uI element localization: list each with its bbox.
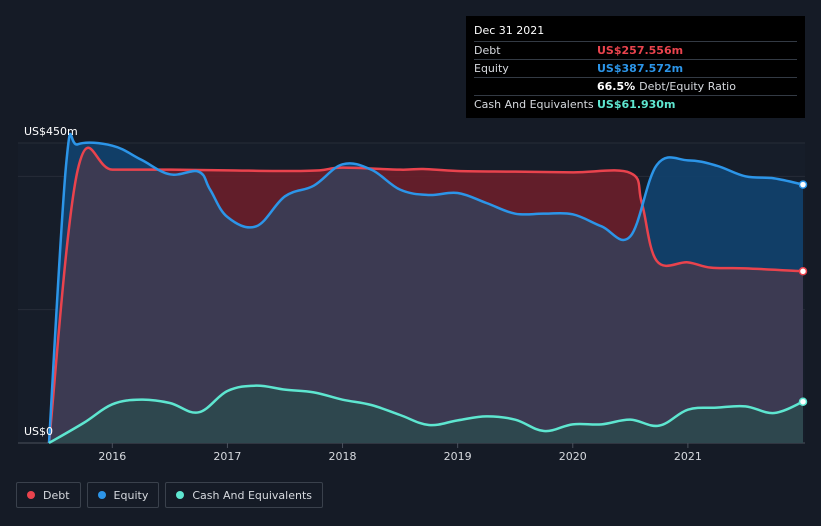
tooltip-value: 66.5% <box>597 80 636 93</box>
tooltip-row-debt: Debt US$257.556m <box>474 41 797 59</box>
y-axis-top-label: US$450m <box>24 125 78 138</box>
equity-end-marker[interactable] <box>798 180 808 189</box>
x-tick-label: 2018 <box>329 450 357 463</box>
legend-item-equity[interactable]: Equity <box>86 482 160 508</box>
x-tick-label: 2019 <box>444 450 472 463</box>
data-tooltip: Dec 31 2021 Debt US$257.556m Equity US$3… <box>466 16 805 118</box>
tooltip-label: Equity <box>474 62 509 75</box>
tooltip-label: Cash And Equivalents <box>474 98 594 111</box>
tooltip-row-cash: Cash And Equivalents US$61.930m <box>474 95 797 113</box>
tooltip-row-equity: Equity US$387.572m <box>474 59 797 77</box>
cash-line <box>48 384 804 445</box>
cash-end-marker[interactable] <box>798 397 808 406</box>
tooltip-label: Debt <box>474 44 501 57</box>
legend-label: Equity <box>113 488 149 502</box>
legend-dot-icon <box>97 491 106 499</box>
legend-dot-icon <box>27 491 35 499</box>
tooltip-value: US$257.556m <box>597 44 684 57</box>
debt-line <box>47 146 804 444</box>
cash-area <box>49 385 803 443</box>
legend-label: Cash And Equivalents <box>192 488 312 502</box>
tooltip-extra: Debt/Equity Ratio <box>639 80 736 93</box>
tooltip-date: Dec 31 2021 <box>474 24 545 37</box>
legend-item-debt[interactable]: Debt <box>16 482 81 508</box>
debt-end-marker[interactable] <box>798 267 808 276</box>
legend-item-cash[interactable]: Cash And Equivalents <box>165 482 323 508</box>
tooltip-row-ratio: 66.5% Debt/Equity Ratio <box>474 77 797 95</box>
chart-legend: Debt Equity Cash And Equivalents <box>16 482 323 508</box>
tooltip-value: US$387.572m <box>597 62 684 75</box>
legend-dot-icon <box>176 491 185 499</box>
x-tick-label: 2021 <box>674 450 702 463</box>
x-tick-label: 2016 <box>98 450 126 463</box>
legend-label: Debt <box>43 488 70 502</box>
x-tick-label: 2017 <box>213 450 241 463</box>
y-axis-bottom-label: US$0 <box>24 425 53 438</box>
tooltip-value: US$61.930m <box>597 98 676 111</box>
tooltip-label <box>474 78 597 95</box>
x-tick-label: 2020 <box>559 450 587 463</box>
equity-line <box>47 132 804 444</box>
